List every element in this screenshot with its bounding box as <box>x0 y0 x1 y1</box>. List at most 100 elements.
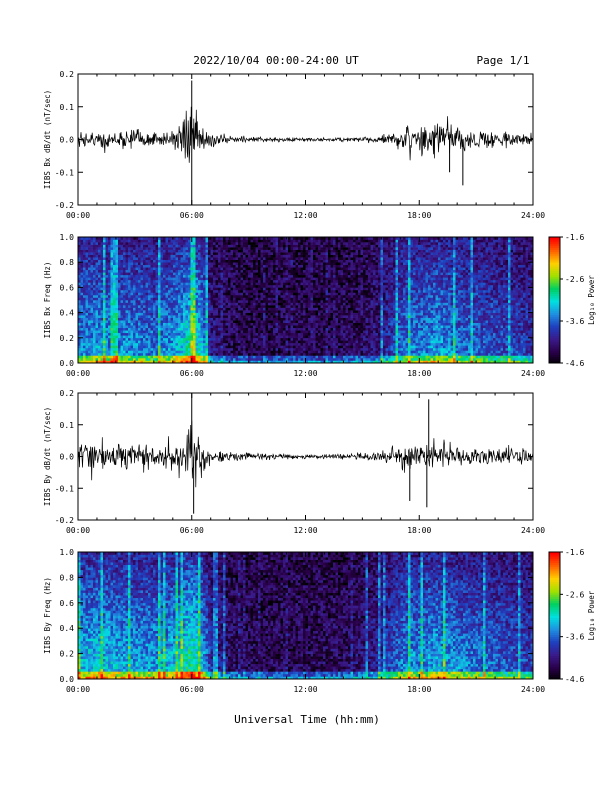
spectrogram-cell <box>145 317 149 321</box>
spectrogram-cell <box>220 239 224 243</box>
spectrogram-cell <box>295 330 299 334</box>
spectrogram-cell <box>80 317 84 321</box>
spectrogram-cell <box>248 292 251 296</box>
spectrogram-cell <box>210 244 214 248</box>
spectrogram-cell <box>178 279 181 283</box>
spectrogram-cell <box>225 340 229 344</box>
spectrogram-cell <box>265 347 269 351</box>
spectrogram-cell <box>145 249 149 253</box>
spectrogram-cell <box>180 332 184 336</box>
spectrogram-cell <box>105 249 109 253</box>
spectrogram-cell <box>213 312 216 316</box>
spectrogram-cell <box>90 330 94 334</box>
spectrogram-cell <box>238 254 241 258</box>
spectrogram-cell <box>175 267 179 271</box>
spectrogram-cell <box>220 360 224 364</box>
spectrogram-cell <box>243 315 246 318</box>
spectrogram-cell <box>208 272 211 276</box>
spectrogram-cell <box>168 345 171 349</box>
spectrogram-cell <box>155 244 159 248</box>
spectrogram-cell <box>168 355 171 359</box>
spectrogram-cell <box>225 310 229 313</box>
spectrogram-cell <box>213 237 216 240</box>
spectrogram-cell <box>280 330 284 334</box>
spectrogram-cell <box>133 244 136 248</box>
spectrogram-cell <box>273 332 276 336</box>
spectrogram-cell <box>225 264 229 268</box>
spectrogram-cell <box>278 242 281 245</box>
spectrogram-cell <box>208 292 211 296</box>
spectrogram-cell <box>280 259 284 263</box>
spectrogram-cell <box>123 302 126 306</box>
spectrogram-cell <box>255 247 259 250</box>
spectrogram-cell <box>223 327 226 331</box>
spectrogram-cell <box>225 287 229 291</box>
spectrogram-cell <box>190 297 194 301</box>
spectrogram-cell <box>113 247 116 250</box>
spectrogram-cell <box>305 317 309 321</box>
spectrogram-cell <box>158 300 161 303</box>
spectrogram-cell <box>218 254 221 258</box>
spectrogram-cell <box>78 249 81 253</box>
spectrogram-cell <box>260 360 264 364</box>
spectrogram-cell <box>270 247 274 250</box>
spectrogram-cell <box>155 269 159 273</box>
spectrogram-cell <box>183 287 186 291</box>
spectrogram-cell <box>210 325 214 329</box>
spectrogram-cell <box>118 274 121 278</box>
spectrogram-cell <box>273 287 276 291</box>
spectrogram-cell <box>98 259 101 263</box>
spectrogram-cell <box>235 284 239 288</box>
spectrogram-cell <box>105 297 109 301</box>
spectrogram-cell <box>298 259 301 263</box>
spectrogram-cell <box>170 269 174 273</box>
spectrogram-cell <box>185 347 189 351</box>
spectrogram-cell <box>270 294 274 298</box>
spectrogram-cell <box>318 294 321 298</box>
spectrogram-cell <box>250 249 254 253</box>
spectrogram-cell <box>213 345 216 349</box>
spectrogram-cell <box>280 289 284 293</box>
spectrogram-cell <box>200 340 204 344</box>
spectrogram-cell <box>98 284 101 288</box>
spectrogram-cell <box>103 327 106 331</box>
spectrogram-cell <box>165 282 169 286</box>
spectrogram-cell <box>238 332 241 336</box>
spectrogram-cell <box>175 310 179 313</box>
spectrogram-cell <box>308 284 311 288</box>
spectrogram-cell <box>90 282 94 286</box>
spectrogram-cell <box>220 337 224 341</box>
spectrogram-cell <box>165 325 169 329</box>
spectrogram-cell <box>138 269 141 273</box>
spectrogram-cell <box>183 257 186 260</box>
spectrogram-cell <box>238 337 241 341</box>
spectrogram-cell <box>175 320 179 323</box>
spectrogram-cell <box>105 350 109 354</box>
spectrogram-cell <box>285 300 289 303</box>
spectrogram-cell <box>265 262 269 266</box>
spectrogram-cell <box>118 332 121 336</box>
spectrogram-cell <box>100 345 104 349</box>
spectrogram-cell <box>205 310 209 313</box>
spectrogram-cell <box>198 254 201 258</box>
spectrogram-cell <box>80 327 84 331</box>
spectrogram-cell <box>80 249 84 253</box>
spectrogram-cell <box>175 264 179 268</box>
spectrogram-cell <box>188 254 191 258</box>
spectrogram-cell <box>218 350 221 354</box>
spectrogram-cell <box>175 284 179 288</box>
spectrogram-cell <box>95 282 99 286</box>
spectrogram-cell <box>208 360 211 364</box>
spectrogram-cell <box>78 239 81 243</box>
spectrogram-cell <box>135 322 139 326</box>
spectrogram-cell <box>133 350 136 354</box>
spectrogram-cell <box>228 269 231 273</box>
spectrogram-cell <box>290 350 294 354</box>
spectrogram-cell <box>208 237 211 240</box>
spectrogram-cell <box>205 249 209 253</box>
spectrogram-cell <box>240 327 244 331</box>
spectrogram-cell <box>128 284 131 288</box>
spectrogram-cell <box>128 252 131 255</box>
x-tick-label: 18:00 <box>407 211 431 220</box>
spectrogram-cell <box>110 345 114 349</box>
